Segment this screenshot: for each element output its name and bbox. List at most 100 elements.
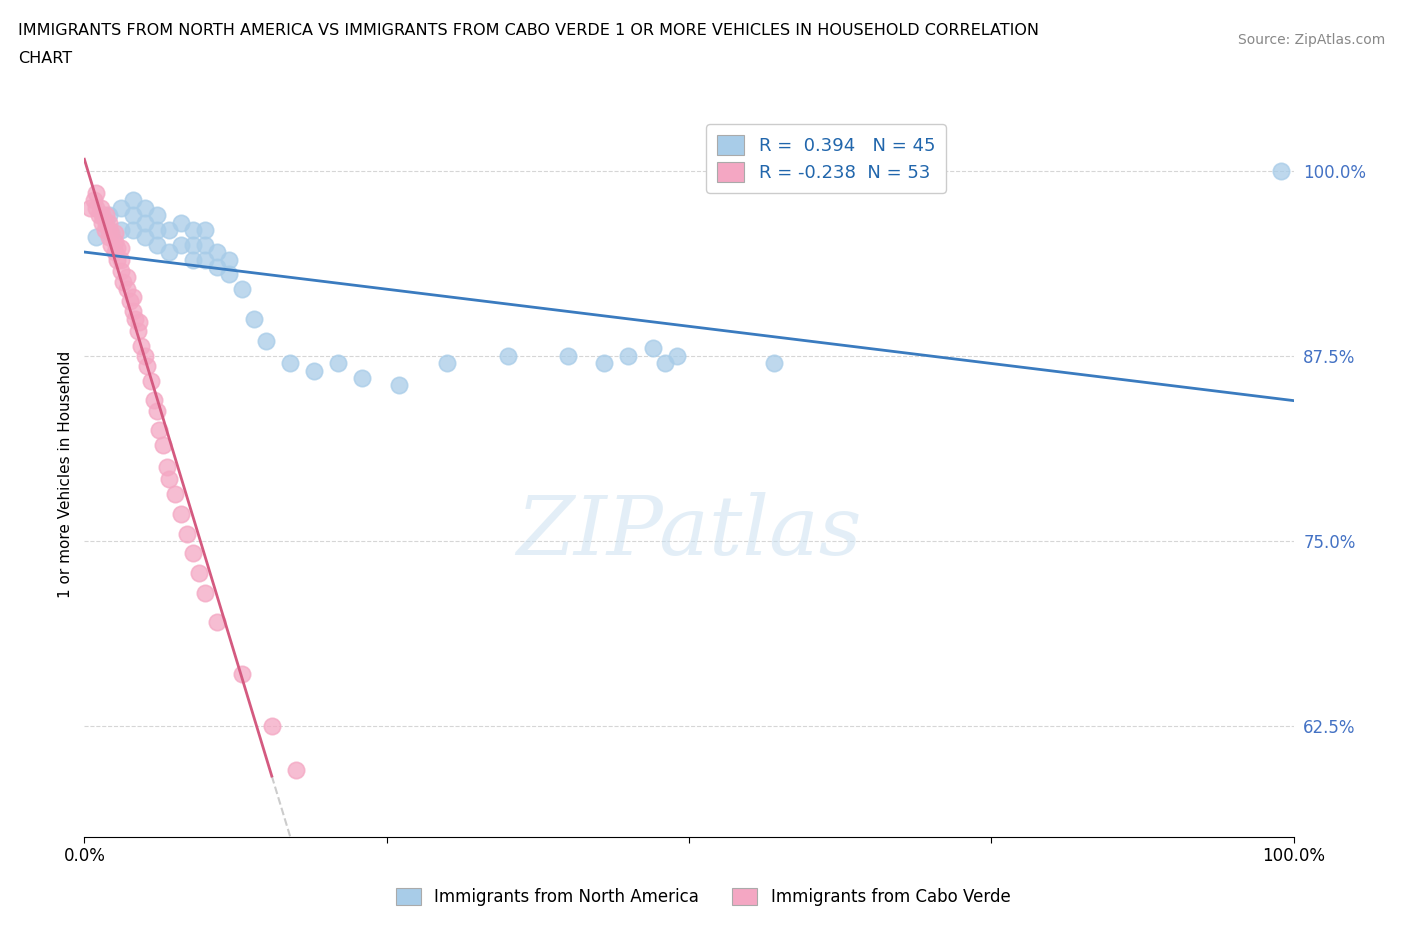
Point: [91, 215, 114, 230]
Legend: Immigrants from North America, Immigrants from Cabo Verde: Immigrants from North America, Immigrant…: [389, 881, 1017, 912]
Point: [86, 186, 108, 201]
Point: [134, 349, 156, 364]
Point: [121, 304, 143, 319]
Point: [110, 200, 132, 215]
Text: IMMIGRANTS FROM NORTH AMERICA VS IMMIGRANTS FROM CABO VERDE 1 OR MORE VEHICLES I: IMMIGRANTS FROM NORTH AMERICA VS IMMIGRA…: [18, 23, 1039, 38]
Point: [617, 349, 640, 364]
Point: [129, 339, 152, 353]
Point: [121, 193, 143, 208]
Point: [97, 215, 120, 230]
Y-axis label: 1 or more Vehicles in Household: 1 or more Vehicles in Household: [58, 351, 73, 598]
Point: [94, 215, 117, 230]
Point: [218, 252, 240, 267]
Point: [388, 378, 411, 392]
Point: [176, 526, 198, 541]
Point: [134, 215, 156, 230]
Point: [146, 222, 169, 237]
Point: [207, 245, 229, 259]
Point: [121, 289, 143, 304]
Point: [352, 371, 374, 386]
Point: [112, 274, 135, 289]
Point: [762, 356, 785, 371]
Point: [593, 356, 616, 371]
Point: [496, 349, 519, 364]
Point: [165, 486, 187, 501]
Point: [665, 349, 688, 364]
Point: [90, 200, 112, 215]
Point: [83, 193, 105, 208]
Point: [110, 264, 132, 279]
Point: [181, 545, 204, 560]
Point: [104, 226, 127, 241]
Point: [1270, 164, 1292, 179]
Point: [181, 252, 204, 267]
Point: [136, 359, 159, 374]
Point: [100, 237, 122, 252]
Point: [328, 356, 350, 371]
Point: [170, 215, 193, 230]
Point: [194, 252, 217, 267]
Point: [115, 270, 138, 285]
Point: [207, 615, 229, 630]
Point: [127, 324, 149, 339]
Point: [170, 507, 193, 522]
Point: [181, 222, 204, 237]
Point: [110, 222, 132, 237]
Point: [242, 312, 264, 326]
Point: [557, 349, 579, 364]
Point: [105, 240, 128, 255]
Point: [260, 719, 283, 734]
Point: [194, 222, 217, 237]
Point: [278, 356, 301, 371]
Point: [231, 282, 253, 297]
Point: [194, 237, 217, 252]
Point: [157, 472, 180, 486]
Point: [115, 282, 138, 297]
Text: CHART: CHART: [18, 51, 72, 66]
Point: [284, 763, 308, 777]
Point: [157, 245, 180, 259]
Point: [121, 207, 143, 222]
Point: [86, 230, 108, 245]
Point: [146, 404, 169, 418]
Point: [641, 341, 664, 356]
Point: [148, 422, 170, 437]
Point: [105, 252, 128, 267]
Point: [87, 207, 110, 222]
Point: [436, 356, 458, 371]
Point: [124, 312, 146, 326]
Point: [155, 459, 177, 474]
Point: [157, 222, 180, 237]
Point: [170, 237, 193, 252]
Legend: R =  0.394   N = 45, R = -0.238  N = 53: R = 0.394 N = 45, R = -0.238 N = 53: [706, 125, 946, 193]
Point: [94, 222, 117, 237]
Point: [134, 230, 156, 245]
Point: [100, 226, 122, 241]
Point: [104, 234, 127, 249]
Point: [139, 374, 162, 389]
Point: [128, 314, 150, 329]
Point: [654, 356, 676, 371]
Point: [97, 222, 120, 237]
Point: [143, 392, 166, 407]
Point: [97, 207, 120, 222]
Point: [121, 222, 143, 237]
Point: [254, 334, 277, 349]
Text: ZIPatlas: ZIPatlas: [516, 492, 862, 572]
Text: Source: ZipAtlas.com: Source: ZipAtlas.com: [1237, 33, 1385, 46]
Point: [97, 230, 120, 245]
Point: [231, 667, 253, 682]
Point: [110, 252, 132, 267]
Point: [146, 207, 169, 222]
Point: [207, 259, 229, 274]
Point: [146, 237, 169, 252]
Point: [104, 245, 127, 259]
Point: [181, 237, 204, 252]
Point: [302, 364, 325, 379]
Point: [188, 566, 211, 581]
Point: [152, 437, 174, 452]
Point: [218, 267, 240, 282]
Point: [79, 200, 101, 215]
Point: [194, 585, 217, 600]
Point: [86, 200, 108, 215]
